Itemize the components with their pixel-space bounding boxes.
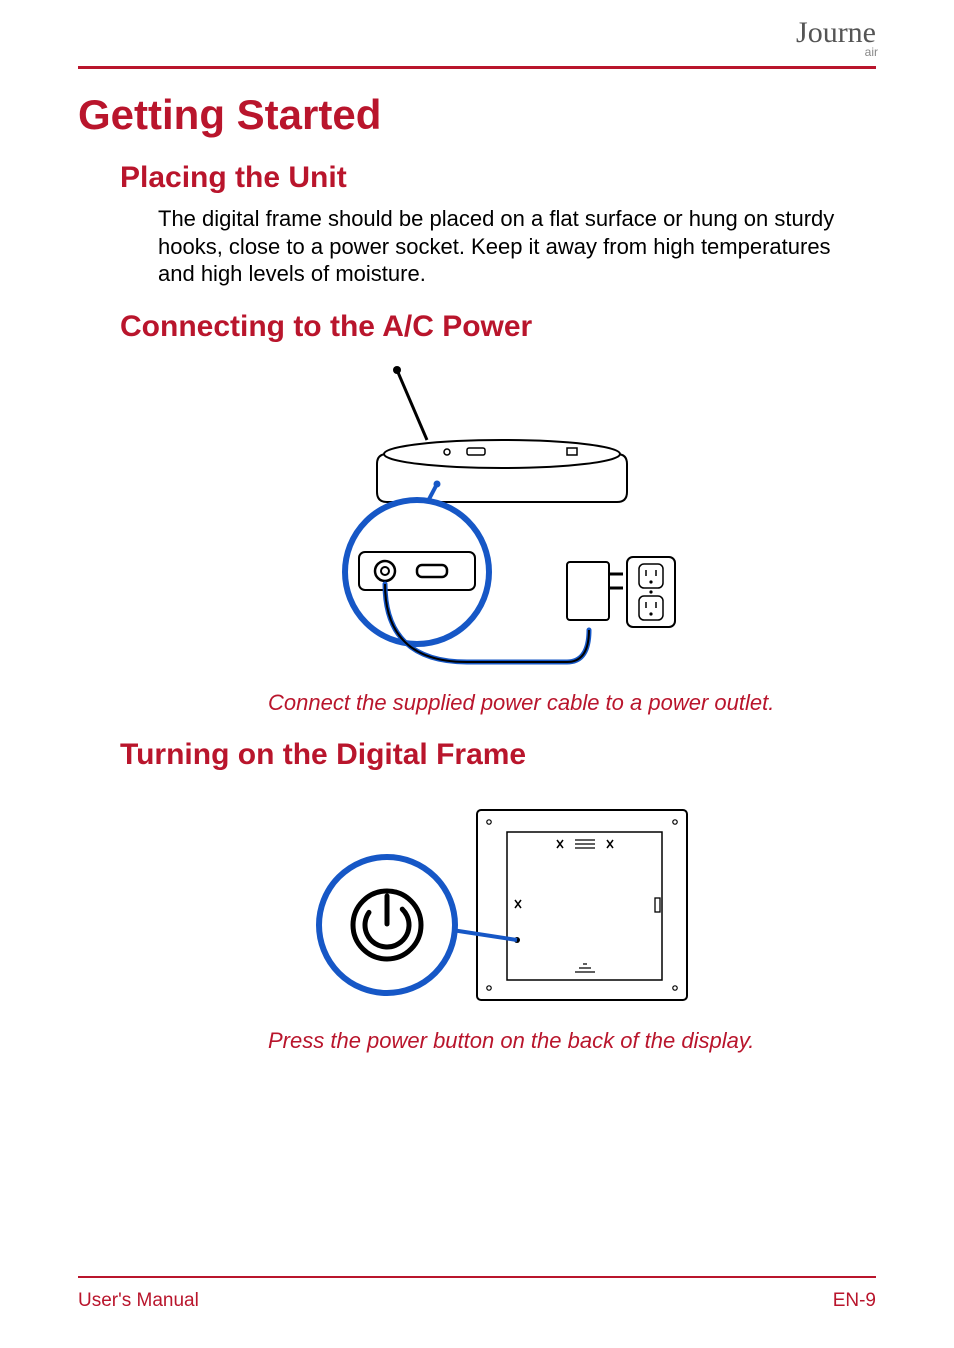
- figure-power-button: [78, 790, 876, 1020]
- section-placing-body: The digital frame should be placed on a …: [158, 205, 866, 288]
- section-turning-on-heading: Turning on the Digital Frame: [120, 738, 876, 772]
- page-title: Getting Started: [78, 91, 876, 139]
- logo-subtext: air: [865, 46, 878, 58]
- footer-right: EN-9: [833, 1290, 876, 1312]
- footer-rule: [78, 1276, 876, 1278]
- section-placing-heading: Placing the Unit: [120, 161, 876, 195]
- brand-logo: Journe air: [796, 18, 876, 48]
- manual-page: Journe air Getting Started Placing the U…: [0, 0, 954, 1348]
- header-rule: [78, 66, 876, 69]
- figure-power-connection: [78, 362, 876, 682]
- logo-text: Journe: [796, 16, 876, 49]
- page-footer: User's Manual EN-9: [78, 1290, 876, 1312]
- power-diagram-svg: [267, 362, 687, 682]
- footer-left: User's Manual: [78, 1290, 199, 1312]
- frame-diagram-svg: [257, 790, 697, 1020]
- figure-power-caption: Connect the supplied power cable to a po…: [268, 690, 816, 716]
- section-connecting-heading: Connecting to the A/C Power: [120, 310, 876, 344]
- figure-frame-caption: Press the power button on the back of th…: [268, 1028, 816, 1054]
